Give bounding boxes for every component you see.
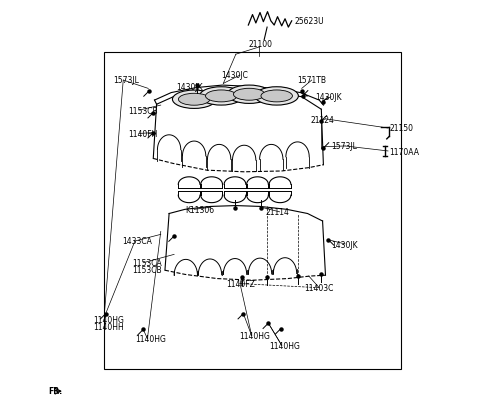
Text: 1153CA: 1153CA [132,259,162,268]
Text: 1140HG: 1140HG [239,332,270,341]
Ellipse shape [261,90,292,102]
Text: 1571TB: 1571TB [298,75,326,85]
Text: 1573JL: 1573JL [331,142,357,151]
Text: 25623U: 25623U [294,17,324,26]
Text: 1433CA: 1433CA [122,237,152,246]
Text: 1140HG: 1140HG [135,335,166,344]
Text: 1170AA: 1170AA [389,148,420,157]
Ellipse shape [200,87,243,105]
Ellipse shape [228,85,271,103]
Text: FR.: FR. [48,387,62,396]
Text: 1430JK: 1430JK [331,241,358,250]
Text: 1140FH: 1140FH [128,130,157,139]
Text: 1140HH: 1140HH [93,323,124,332]
Ellipse shape [205,90,237,102]
Ellipse shape [179,93,210,105]
Text: 1430JK: 1430JK [177,83,203,92]
Text: 21150: 21150 [389,123,413,133]
Text: 21114: 21114 [266,208,290,217]
Ellipse shape [172,90,216,108]
Text: 21100: 21100 [248,40,272,49]
Text: 1430JC: 1430JC [222,70,249,80]
Text: 1153CB: 1153CB [132,266,162,275]
Text: 1140HG: 1140HG [269,342,300,351]
Text: 1140FZ: 1140FZ [227,280,255,289]
Text: 21124: 21124 [310,116,334,125]
Text: 1430JK: 1430JK [315,93,342,103]
Text: 11403C: 11403C [305,284,334,293]
Bar [105,52,400,369]
Text: 1140HG: 1140HG [93,316,124,325]
Text: 1573JL: 1573JL [113,75,139,85]
Text: K11306: K11306 [185,206,214,215]
Ellipse shape [255,87,299,105]
Text: 1153CB: 1153CB [128,107,158,116]
Ellipse shape [233,88,265,100]
